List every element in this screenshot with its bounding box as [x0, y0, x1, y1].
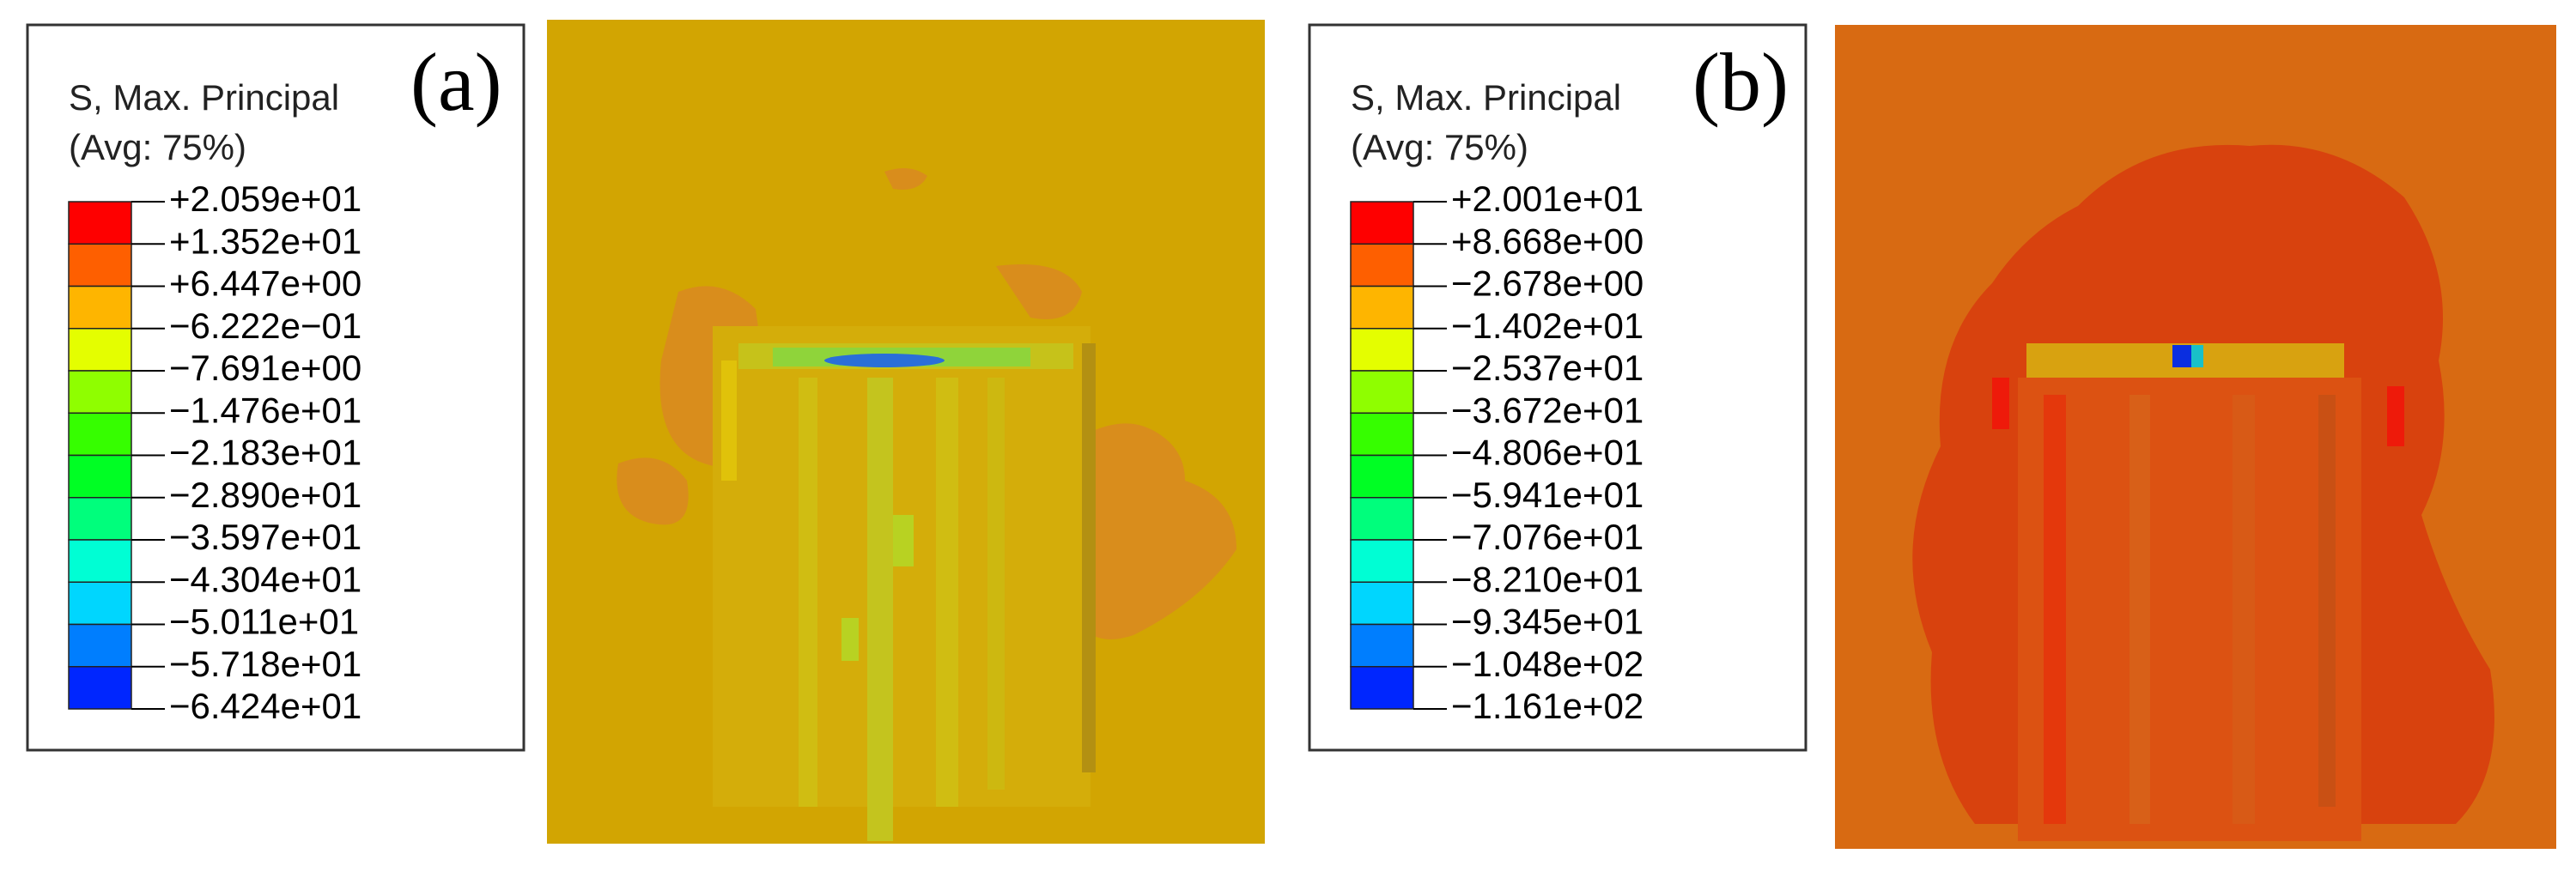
- legend-value: −9.345e+01: [1451, 602, 1643, 642]
- legend-value: −3.672e+01: [1451, 390, 1643, 430]
- color-band: [1350, 497, 1414, 541]
- color-band: [68, 666, 132, 710]
- color-band: [1350, 201, 1414, 245]
- legend-value: +2.001e+01: [1451, 179, 1643, 219]
- color-band: [1350, 454, 1414, 499]
- legend-value: −7.076e+01: [1451, 517, 1643, 557]
- legend-value: −2.890e+01: [169, 475, 361, 515]
- legend-subtitle: (Avg: 75%): [1351, 127, 1528, 167]
- legend-title: S, Max. Principal: [69, 77, 339, 118]
- legend-subtitle: (Avg: 75%): [69, 127, 246, 167]
- color-band: [68, 539, 132, 583]
- legend-value: −4.806e+01: [1451, 433, 1643, 473]
- contour-image-b: [1835, 25, 2556, 849]
- legend-panel: S, Max. Principal (Avg: 75%) (a) +2.059e+01…: [26, 23, 526, 752]
- color-band: [68, 328, 132, 372]
- legend-value: −6.222e−01: [169, 306, 361, 346]
- legend-title: S, Max. Principal: [1351, 77, 1621, 118]
- legend-value: +6.447e+00: [169, 263, 361, 304]
- color-band: [1350, 328, 1414, 372]
- color-band: [68, 201, 132, 245]
- color-band: [68, 581, 132, 626]
- color-band: [1350, 370, 1414, 414]
- legend-value: −2.183e+01: [169, 433, 361, 473]
- color-band: [1350, 666, 1414, 710]
- color-band: [1350, 412, 1414, 457]
- legend-value: −8.210e+01: [1451, 559, 1643, 599]
- color-band: [1350, 623, 1414, 668]
- color-band: [68, 497, 132, 541]
- legend-value: +8.668e+00: [1451, 221, 1643, 261]
- legend-value: −1.402e+01: [1451, 306, 1643, 346]
- color-band: [68, 412, 132, 457]
- color-band: [68, 370, 132, 414]
- legend-value: +1.352e+01: [169, 221, 361, 261]
- color-band: [68, 243, 132, 288]
- color-band: [68, 623, 132, 668]
- legend-value: −3.597e+01: [169, 517, 361, 557]
- legend-panel: S, Max. Principal (Avg: 75%) (b) +2.001e+01…: [1308, 23, 1807, 752]
- color-band: [1350, 285, 1414, 330]
- legend-value: −5.011e+01: [169, 602, 359, 642]
- legend-value: −1.048e+02: [1451, 644, 1643, 684]
- legend-value: −5.718e+01: [169, 644, 361, 684]
- color-band: [68, 454, 132, 499]
- color-band: [68, 285, 132, 330]
- legend-value: +2.059e+01: [169, 179, 361, 219]
- legend-value: −7.691e+00: [169, 348, 361, 388]
- panel-label: (a): [410, 36, 502, 128]
- legend-value: −5.941e+01: [1451, 475, 1643, 515]
- legend-value: −4.304e+01: [169, 559, 361, 599]
- legend-value: −6.424e+01: [169, 686, 361, 726]
- legend-value: −2.678e+00: [1451, 263, 1643, 304]
- legend-value: −1.476e+01: [169, 390, 361, 430]
- contour-image-a: [547, 20, 1265, 844]
- color-band: [1350, 539, 1414, 583]
- color-band: [1350, 581, 1414, 626]
- panel-label: (b): [1692, 36, 1789, 128]
- legend-value: −1.161e+02: [1451, 686, 1643, 726]
- legend-value: −2.537e+01: [1451, 348, 1643, 388]
- color-band: [1350, 243, 1414, 288]
